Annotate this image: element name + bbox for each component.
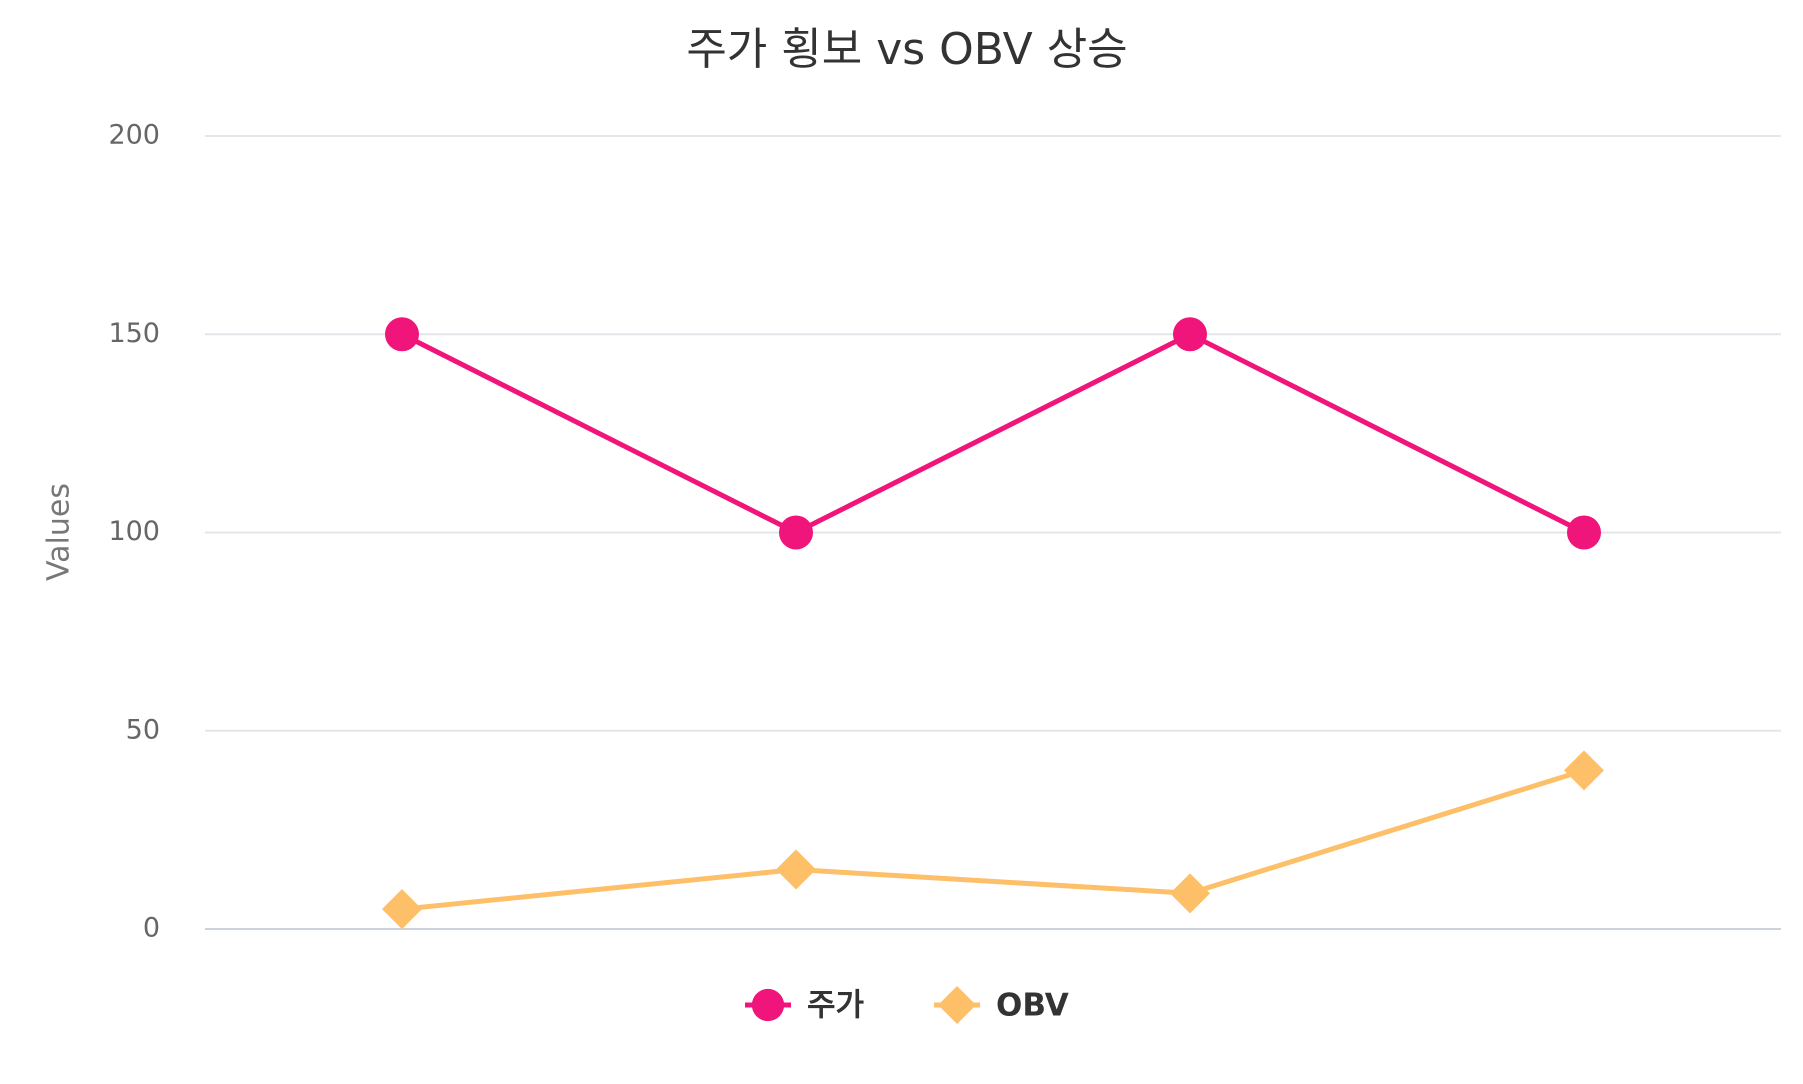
legend-marker bbox=[938, 986, 977, 1024]
chart-title: 주가 횡보 vs OBV 상승 bbox=[686, 24, 1127, 75]
data-point bbox=[779, 515, 813, 550]
legend-item: OBV bbox=[934, 986, 1069, 1024]
legend-marker bbox=[751, 988, 785, 1022]
y-tick-label: 50 bbox=[126, 714, 160, 745]
y-tick-label: 100 bbox=[108, 516, 160, 547]
series-line bbox=[401, 768, 1585, 912]
y-tick-label: 0 bbox=[143, 913, 160, 944]
legend-label: OBV bbox=[996, 988, 1069, 1024]
y-tick-label: 150 bbox=[108, 318, 160, 349]
data-point bbox=[1567, 515, 1601, 550]
data-point bbox=[382, 889, 422, 930]
legend-label: 주가 bbox=[807, 988, 865, 1024]
data-point bbox=[1170, 873, 1210, 914]
data-point bbox=[776, 849, 816, 890]
y-tick-label: 200 bbox=[108, 120, 160, 151]
data-point bbox=[1564, 750, 1604, 791]
y-axis-label: Values bbox=[42, 483, 77, 581]
data-point bbox=[385, 317, 419, 352]
series-line bbox=[400, 331, 1586, 536]
legend-item: 주가 bbox=[745, 988, 865, 1024]
data-point bbox=[1173, 317, 1207, 352]
